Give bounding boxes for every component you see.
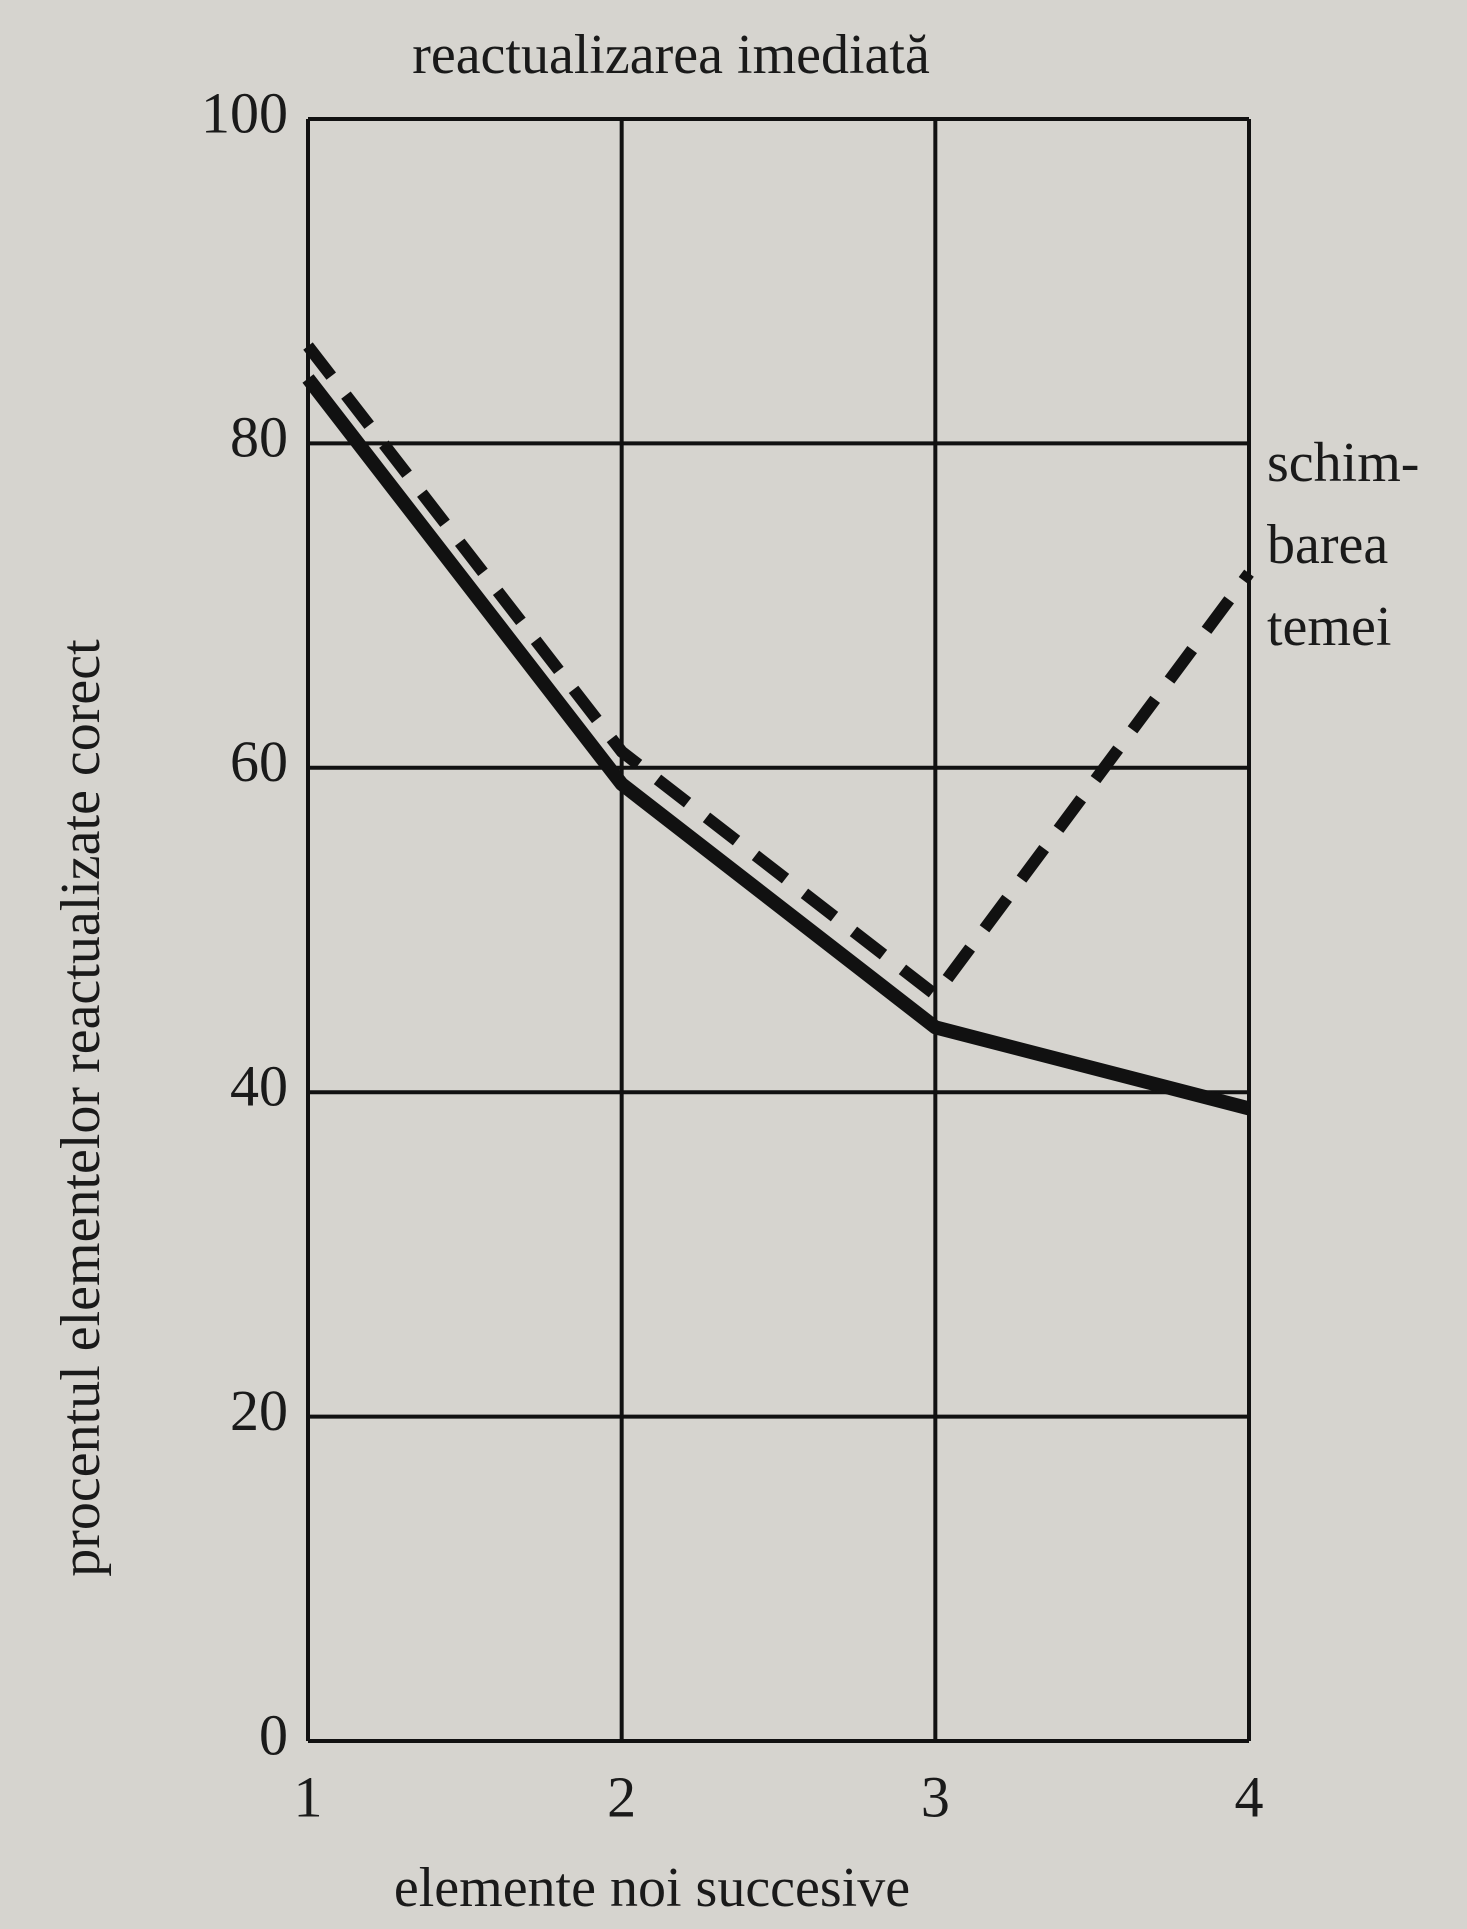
annotation: temei bbox=[1267, 596, 1391, 658]
y-tick-label: 100 bbox=[201, 80, 288, 145]
x-tick-label: 1 bbox=[294, 1764, 323, 1829]
y-tick-label: 0 bbox=[259, 1702, 288, 1767]
y-tick-label: 80 bbox=[230, 405, 288, 470]
x-tick-label: 4 bbox=[1235, 1764, 1264, 1829]
data-line bbox=[303, 342, 1254, 1001]
x-tick-label: 2 bbox=[607, 1764, 636, 1829]
y-axis-label: procentul elementelor reactualizate core… bbox=[50, 639, 112, 1577]
annotation: schim- bbox=[1267, 432, 1419, 494]
y-tick-label: 40 bbox=[230, 1054, 288, 1119]
x-axis-label: elemente noi succesive bbox=[394, 1857, 910, 1919]
annotation: barea bbox=[1267, 514, 1388, 576]
y-tick-label: 60 bbox=[230, 729, 288, 794]
x-tick-label: 3 bbox=[921, 1764, 950, 1829]
data-line bbox=[302, 374, 1251, 1116]
chart-title: reactualizarea imediată bbox=[412, 24, 930, 86]
y-tick-label: 20 bbox=[230, 1378, 288, 1443]
